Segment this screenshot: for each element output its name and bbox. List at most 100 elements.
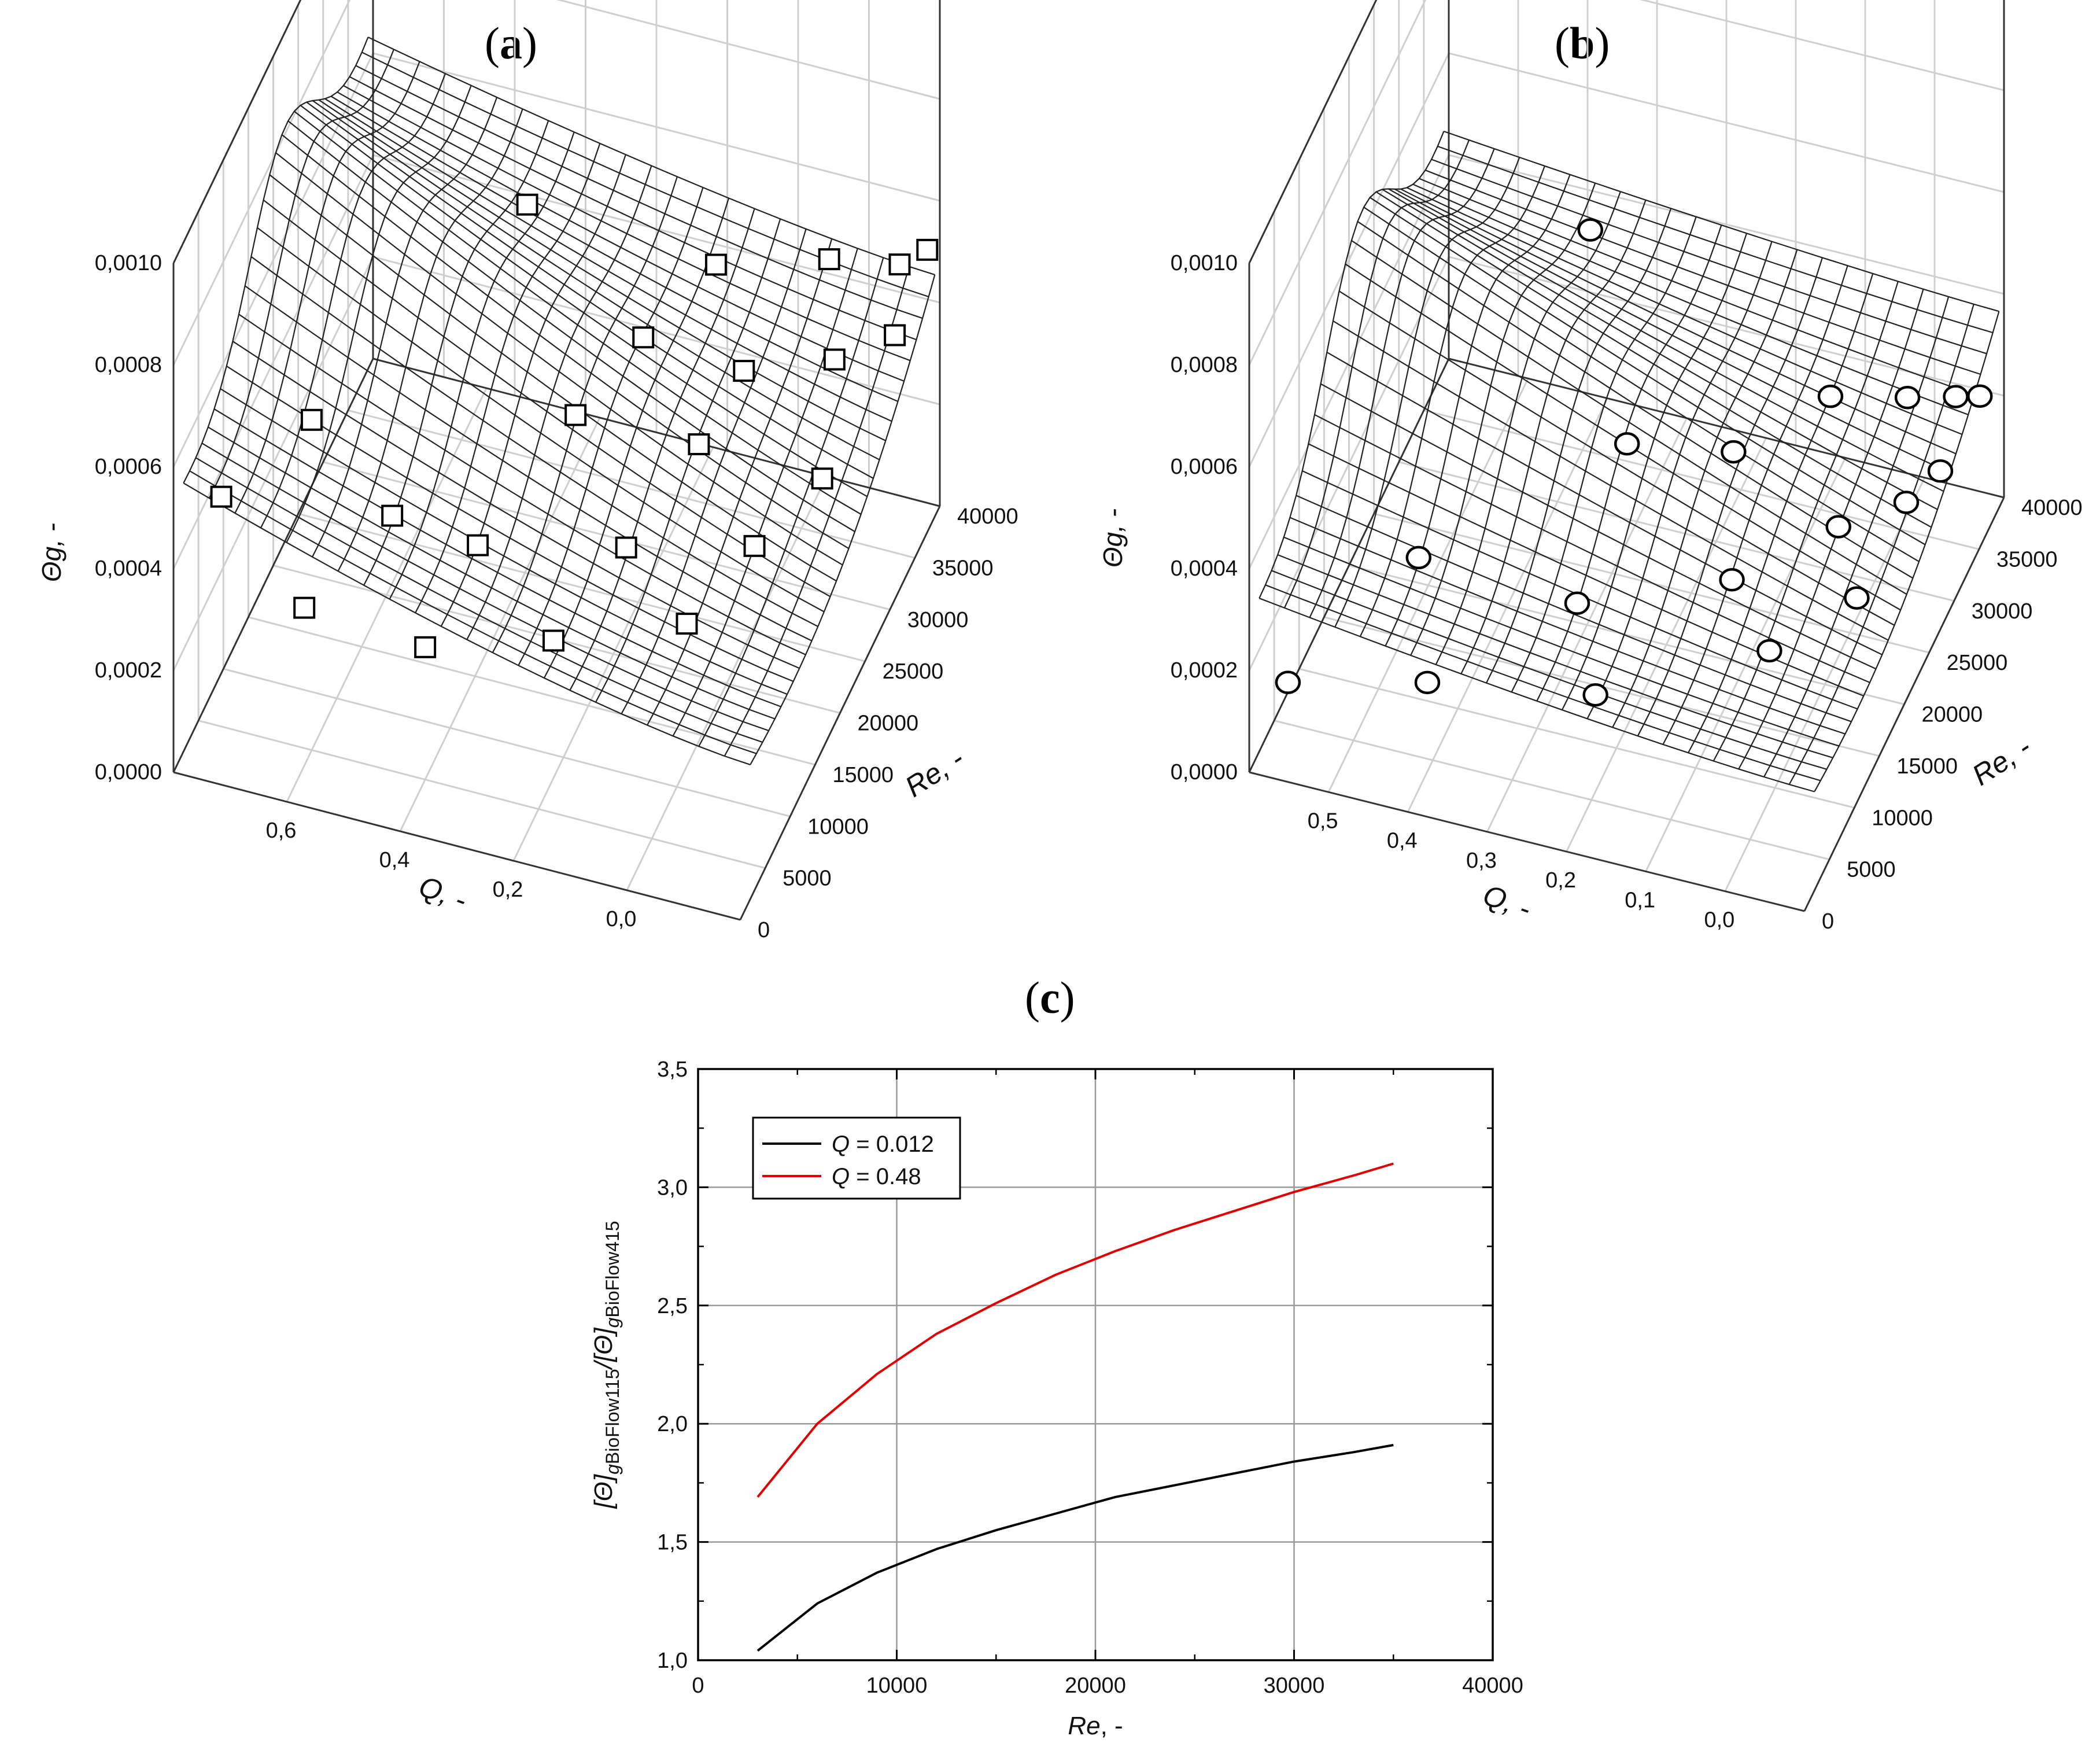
re-tick-label: 40000: [957, 504, 1018, 529]
data-point-square: [632, 326, 655, 349]
y-tick-label: 1,0: [657, 1649, 688, 1673]
surface-mesh-line: [281, 134, 850, 550]
z-tick-label: 0,0008: [95, 353, 162, 377]
axis-line: [1448, 357, 2005, 499]
surface-mesh-line: [1400, 188, 1957, 455]
x-axis-label-re: Re: [1068, 1712, 1100, 1740]
data-point-circle: [1756, 639, 1782, 663]
re-tick-label: 40000: [2021, 496, 2083, 520]
surface-mesh-line: [1444, 130, 1999, 312]
legend-box: [752, 1116, 961, 1200]
q-tick-label: 0,3: [1466, 849, 1497, 873]
re-axis-label: Re, -: [1966, 731, 2036, 792]
legend-label: Q = 0.48: [832, 1164, 921, 1189]
grid-line: [1298, 668, 1855, 809]
surface-mesh-line: [234, 61, 420, 514]
chart-a-3d-surface: 0,0000 0,0002 0,0004 0,0006 0,0008 0,0010 0,6 0…: [36, 0, 1018, 942]
grid-line: [1327, 378, 1529, 793]
surface-mesh-line: [201, 443, 769, 732]
data-point-circle: [1275, 670, 1301, 694]
grid-line: [286, 388, 488, 802]
surface-mesh-line: [269, 174, 837, 582]
surface-mesh-line: [238, 314, 806, 655]
data-point-circle: [1721, 440, 1747, 464]
data-point-square: [467, 534, 489, 556]
z-tick-label: 0,0006: [95, 455, 162, 479]
z-axis-label: Θg, -: [1098, 508, 1128, 567]
re-tick-label: 0: [758, 918, 770, 942]
surface-mesh-line: [1425, 169, 1981, 375]
surface-mesh-line: [318, 99, 886, 441]
legend-label-value: = 0.012: [850, 1132, 934, 1157]
data-point-square: [888, 253, 911, 276]
surface-mesh-line: [257, 227, 825, 613]
data-point-square: [823, 348, 846, 371]
z-tick-label: 0,0008: [1171, 353, 1238, 377]
data-point-square: [743, 535, 766, 557]
re-tick-label: 35000: [932, 556, 994, 580]
axis-line: [172, 0, 302, 264]
y-axis-label: [Θ]gBioFlow115/[Θ]gBioFlow415: [589, 1221, 623, 1509]
data-point-square: [916, 238, 939, 261]
z-tick-label: 0,0010: [1171, 251, 1238, 275]
y-tick-label: 3,5: [657, 1057, 688, 1082]
surface-mesh-line: [1412, 183, 1969, 415]
data-point-circle: [1927, 459, 1954, 483]
data-point-circle: [1582, 683, 1608, 707]
surface-mesh-line: [1283, 536, 1840, 747]
grid-line: [223, 668, 791, 817]
panel-label-c: (c): [1025, 972, 1075, 1023]
re-tick-label: 20000: [858, 712, 919, 736]
data-point-circle: [1719, 567, 1745, 592]
surface-mesh-line: [1265, 584, 1821, 782]
q-tick-label: 0,4: [1387, 829, 1418, 853]
axis-line: [372, 357, 940, 507]
data-point-square: [818, 248, 840, 271]
axis-line: [1248, 0, 1378, 264]
surface-mesh-line: [1763, 296, 1950, 777]
surface-mesh-line: [367, 36, 935, 275]
data-point-square: [516, 193, 538, 216]
surface-mesh-line: [324, 98, 892, 422]
surface-mesh-line: [343, 85, 911, 362]
x-tick-label: 30000: [1264, 1674, 1325, 1698]
data-point-square: [300, 408, 323, 431]
surface-mesh-line: [1407, 187, 1963, 435]
surface-mesh-line: [220, 388, 788, 695]
surface-mesh-line: [195, 457, 763, 743]
legend-label-q: Q: [832, 1164, 850, 1189]
axis-line: [739, 506, 941, 920]
grid-line: [1349, 565, 1905, 705]
surface-mesh-line: [1561, 233, 1748, 710]
surface-mesh-line: [355, 65, 923, 319]
grid-line: [1398, 461, 1955, 602]
grid-line: [1248, 0, 2005, 366]
data-point-circle: [1943, 385, 1969, 408]
data-point-circle: [1405, 546, 1432, 570]
data-point-square: [704, 253, 727, 276]
z-tick-label: 0,0010: [95, 251, 162, 275]
legend-label-q: Q: [832, 1132, 850, 1157]
surface-mesh-line: [1363, 207, 1920, 562]
surface-mesh-line: [1277, 554, 1833, 758]
data-point-circle: [1894, 385, 1921, 410]
surface-mesh-line: [1437, 145, 1994, 334]
q-tick-label: 0,0: [1704, 908, 1734, 933]
surface-mesh-line: [183, 482, 751, 765]
panel-label-a: (a): [485, 18, 537, 68]
series-line-q-0-48: [756, 1162, 1394, 1498]
surface-mesh-line: [1351, 239, 1907, 595]
z-tick-label: 0,0000: [95, 760, 162, 784]
y-tick-label: 1,5: [657, 1531, 688, 1555]
q-tick-label: 0,6: [266, 819, 297, 843]
surface-mesh-line: [1338, 290, 1895, 626]
data-point-square: [381, 504, 404, 527]
data-point-square: [293, 596, 316, 619]
grid-line: [512, 447, 714, 861]
z-tick-label: 0,0006: [1171, 455, 1238, 479]
data-point-circle: [1825, 515, 1851, 539]
data-point-circle: [1844, 586, 1870, 610]
surface-mesh-line: [244, 285, 813, 642]
y-axis-label-part: [Θ]: [589, 1473, 618, 1509]
